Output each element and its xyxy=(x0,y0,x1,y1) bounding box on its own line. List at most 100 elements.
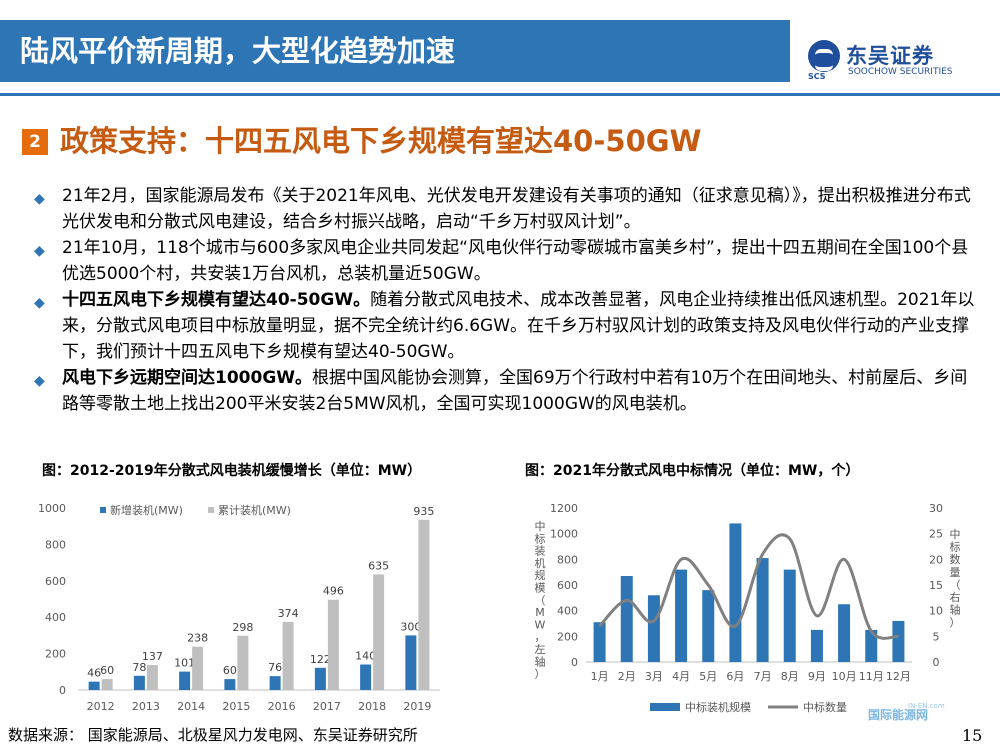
x-tick-label: 6月 xyxy=(726,670,744,683)
bar-bid-capacity xyxy=(647,595,660,662)
data-label: 60 xyxy=(223,664,237,677)
x-tick-label: 1月 xyxy=(591,670,609,683)
x-tick-label: 3月 xyxy=(645,670,663,683)
bullet-item: ◆ 21年2月，国家能源局发布《关于2021年风电、光伏发电开发建设有关事项的通知… xyxy=(34,186,971,232)
bar-new-capacity xyxy=(360,664,372,690)
bar-bid-capacity xyxy=(675,569,688,662)
legend-label: 新增装机(MW) xyxy=(110,503,183,517)
header-divider xyxy=(0,93,1000,96)
bar-cumulative-capacity xyxy=(373,574,385,690)
bar-new-capacity xyxy=(269,676,281,690)
y-right-axis-label: 中标数量（右轴） xyxy=(950,528,961,629)
bar-cumulative-capacity xyxy=(418,519,430,690)
y-tick-label: 600 xyxy=(45,575,66,588)
y-right-tick-label: 15 xyxy=(929,579,943,592)
watermark-url: IN-EN.com xyxy=(908,702,945,710)
section-number-badge: 2 xyxy=(22,129,48,155)
bar-cumulative-capacity xyxy=(146,665,158,690)
data-label: 300 xyxy=(400,620,421,633)
bar-bid-capacity xyxy=(783,569,796,662)
bar-new-capacity xyxy=(133,675,145,690)
x-tick-label: 11月 xyxy=(859,670,884,683)
legend-label-line: 中标数量 xyxy=(803,700,847,714)
bar-bid-capacity xyxy=(892,620,905,662)
x-tick-label: 2017 xyxy=(313,700,341,713)
data-label: 76 xyxy=(268,661,282,674)
bar-bid-capacity xyxy=(593,622,606,662)
y-tick-label: 1000 xyxy=(38,502,66,515)
x-tick-label: 2015 xyxy=(222,700,250,713)
y-tick-label: 0 xyxy=(59,684,66,697)
bar-cumulative-capacity xyxy=(237,635,249,690)
bar-cumulative-capacity xyxy=(101,679,113,690)
data-label: 122 xyxy=(310,653,331,666)
y-left-tick-label: 800 xyxy=(557,553,578,566)
x-tick-label: 12月 xyxy=(886,670,911,683)
y-left-tick-label: 200 xyxy=(557,630,578,643)
y-left-tick-label: 0 xyxy=(571,656,578,669)
bar-new-capacity xyxy=(224,679,236,690)
x-tick-label: 5月 xyxy=(699,670,717,683)
data-label: 496 xyxy=(323,585,344,598)
bar-bid-capacity xyxy=(620,576,633,662)
bar-cumulative-capacity xyxy=(192,646,204,690)
x-tick-label: 2014 xyxy=(177,700,205,713)
y-left-tick-label: 1000 xyxy=(550,528,578,541)
data-label: 60 xyxy=(100,664,114,677)
x-tick-label: 4月 xyxy=(672,670,690,683)
x-tick-label: 7月 xyxy=(754,670,772,683)
x-tick-label: 9月 xyxy=(808,670,826,683)
diamond-bullet-icon: ◆ xyxy=(34,295,45,311)
diamond-bullet-icon: ◆ xyxy=(34,373,45,389)
diamond-bullet-icon: ◆ xyxy=(34,243,45,259)
legend-label-bars: 中标装机规模 xyxy=(685,700,751,714)
bar-bid-capacity xyxy=(865,629,878,662)
line-bid-count xyxy=(598,533,899,640)
diamond-bullet-icon: ◆ xyxy=(34,191,45,207)
logo-name-cn: 东吴证券 xyxy=(846,44,934,68)
x-tick-label: 2019 xyxy=(403,700,431,713)
bar-cumulative-capacity xyxy=(282,621,294,690)
bar-new-capacity xyxy=(179,671,191,690)
bar-bid-capacity xyxy=(702,590,715,662)
right-chart-caption: 图：2021年分散式风电中标情况（单位：MW，个） xyxy=(525,463,860,479)
legend-swatch xyxy=(208,507,214,513)
bar-bid-capacity xyxy=(756,558,769,662)
data-label: 101 xyxy=(174,657,195,670)
data-label: 140 xyxy=(355,650,376,663)
data-label: 298 xyxy=(232,621,253,634)
x-tick-label: 2013 xyxy=(132,700,160,713)
data-label: 238 xyxy=(187,632,208,645)
page-number: 15 xyxy=(962,726,983,745)
y-right-tick-label: 5 xyxy=(933,630,940,643)
left-chart-caption: 图：2012-2019年分散式风电装机缓慢增长（单位：MW） xyxy=(42,463,422,479)
legend-swatch xyxy=(100,507,106,513)
bar-new-capacity xyxy=(405,635,417,690)
x-tick-label: 2月 xyxy=(618,670,636,683)
y-left-tick-label: 400 xyxy=(557,605,578,618)
bar-cumulative-capacity xyxy=(327,599,339,690)
legend-swatch-bars xyxy=(650,703,680,711)
x-tick-label: 8月 xyxy=(781,670,799,683)
watermark: 国际能源网 xyxy=(868,708,929,722)
logo-sub: SCS xyxy=(808,72,826,81)
bar-bid-capacity xyxy=(838,604,851,662)
header-band xyxy=(0,20,790,82)
x-tick-label: 2018 xyxy=(358,700,386,713)
legend-label: 累计装机(MW) xyxy=(218,503,291,517)
x-tick-label: 10月 xyxy=(832,670,857,683)
bar-new-capacity xyxy=(314,667,326,690)
page-title: 陆风平价新周期，大型化趋势加速 xyxy=(20,34,456,68)
data-label: 635 xyxy=(368,559,389,572)
logo-mark-icon xyxy=(808,40,840,72)
data-label: 374 xyxy=(278,607,299,620)
y-left-axis-label: 中标装机规模（ M W ，左轴） xyxy=(535,520,546,681)
bullet-item: ◆ 十四五风电下乡规模有望达40-50GW。随着分散式风电技术、成本改善显著，风电… xyxy=(34,290,975,362)
y-tick-label: 400 xyxy=(45,611,66,624)
bullet-item: ◆ 21年10月，118个城市与600多家风电企业共同发起“风电伙伴行动零碳城市富… xyxy=(34,238,969,284)
x-tick-label: 2012 xyxy=(87,700,115,713)
y-left-tick-label: 600 xyxy=(557,579,578,592)
y-right-tick-label: 0 xyxy=(933,656,940,669)
bar-bid-capacity xyxy=(810,629,823,662)
